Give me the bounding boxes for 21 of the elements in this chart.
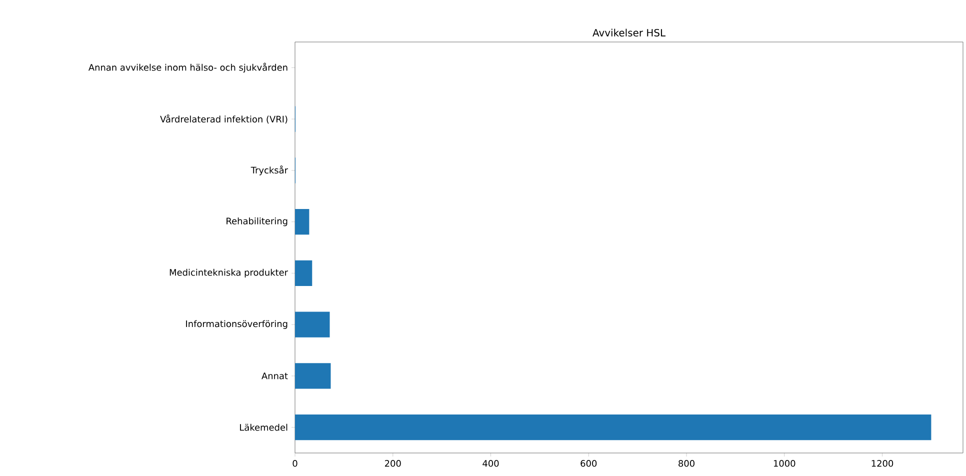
bar xyxy=(295,414,932,440)
x-tick-label: 1000 xyxy=(774,460,796,467)
y-tick-label: Informationsöverföring xyxy=(186,320,288,329)
bar xyxy=(295,363,331,389)
x-tick-label: 200 xyxy=(384,460,401,467)
x-tick-label: 1200 xyxy=(872,460,894,467)
chart-title: Avvikelser HSL xyxy=(592,28,666,36)
y-tick-label: Medicintekniska produkter xyxy=(170,268,288,278)
bar xyxy=(295,260,312,286)
x-tick-label: 800 xyxy=(678,460,694,467)
y-tick-label: Trycksår xyxy=(250,166,288,176)
y-tick-label: Läkemedel xyxy=(240,424,288,431)
x-tick-label: 600 xyxy=(580,460,597,467)
x-tick-label: 0 xyxy=(292,460,298,467)
y-tick-label: Rehabilitering xyxy=(226,217,288,226)
x-tick-label: 400 xyxy=(482,460,499,467)
y-tick-label: Vårdrelaterad infektion (VRI) xyxy=(160,114,288,124)
bar xyxy=(295,208,310,235)
bar xyxy=(295,312,330,338)
y-tick-label: Annat xyxy=(262,372,288,380)
y-tick-label: Annan avvikelse inom hälso- och sjukvården xyxy=(88,62,288,73)
